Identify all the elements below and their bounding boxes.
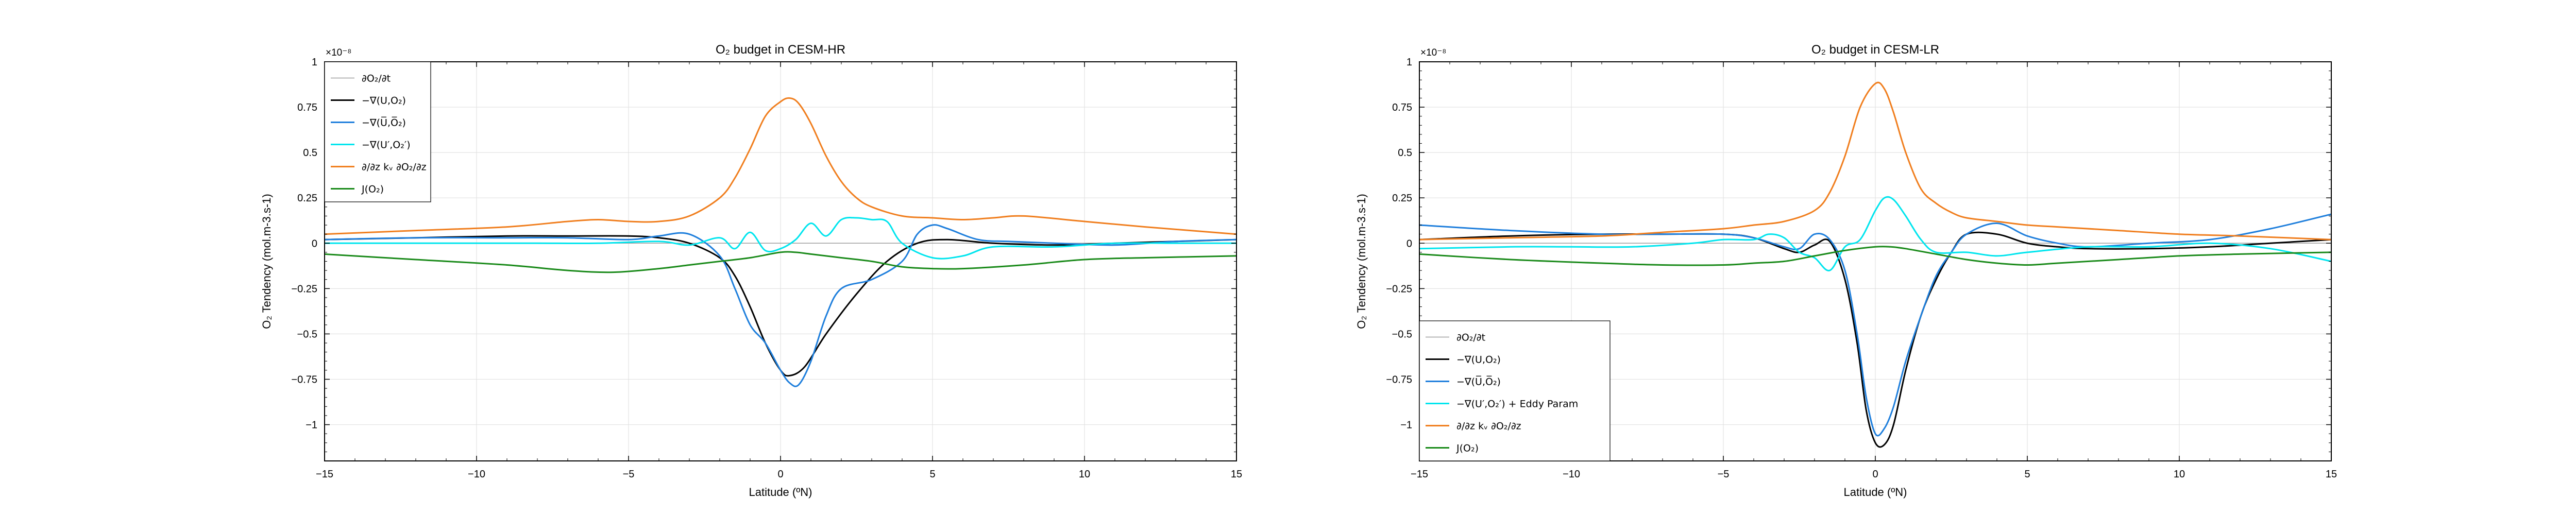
- y-tick-label: −0.75: [1386, 374, 1412, 385]
- series-line-J: [1419, 246, 2332, 266]
- y-tick-label: −1: [1400, 420, 1412, 431]
- legend-item-j-o2: J(O₂): [1426, 443, 1479, 454]
- y-tick-label: −0.5: [1392, 329, 1412, 340]
- legend-item-total-transport: −∇(U,O₂): [1426, 354, 1501, 366]
- x-tick-label: 10: [1079, 469, 1090, 480]
- legend-box: [1419, 320, 1611, 461]
- series-line-J: [324, 251, 1237, 273]
- y-tick-label: 0.25: [297, 193, 317, 204]
- legend: ∂O₂/∂t −∇(U,O₂) −∇(U̅,O̅₂) −∇(U′,O₂′) + …: [1419, 320, 1611, 461]
- legend-label: ∂/∂z kᵥ ∂O₂/∂z: [1456, 421, 1521, 432]
- y-axis-label: O₂ Tendency (mol.m-3.s-1): [1355, 194, 1368, 329]
- legend-label: J(O₂): [1456, 443, 1479, 454]
- legend-item-total-transport: −∇(U,O₂): [331, 95, 406, 107]
- legend-item-j-o2: J(O₂): [331, 184, 384, 195]
- x-tick-label: 5: [2024, 469, 2030, 480]
- series-lines: [324, 97, 1237, 387]
- y-axis-multiplier: ×10⁻⁸: [1420, 47, 1446, 58]
- y-tick-label: −0.25: [291, 283, 317, 295]
- x-tick-label: 15: [1231, 469, 1242, 480]
- series-line-eddy: [1419, 196, 2332, 271]
- series-line-diff: [1419, 81, 2332, 241]
- legend-item-vertical-diffusion: ∂/∂z kᵥ ∂O₂/∂z: [1426, 421, 1521, 432]
- grid: [324, 61, 1237, 461]
- legend-label: −∇(U̅,O̅₂): [362, 116, 406, 128]
- x-tick-label: −10: [1563, 469, 1580, 480]
- y-tick-label: 0.75: [297, 102, 317, 113]
- legend-label: ∂O₂/∂t: [1456, 332, 1485, 344]
- series-lines: [1419, 81, 2332, 448]
- series-line-eddy: [325, 217, 1236, 260]
- x-tick-label: −5: [623, 469, 635, 480]
- x-tick-label: 15: [2326, 469, 2337, 480]
- y-tick-label: 0: [312, 238, 317, 249]
- x-tick-label: 10: [2174, 469, 2185, 480]
- y-tick-label: 1: [1406, 57, 1412, 68]
- legend-item-mean-transport: −∇(U̅,O̅₂): [1426, 375, 1501, 388]
- x-tick-label: −10: [468, 469, 485, 480]
- x-tick-label: −15: [316, 469, 333, 480]
- x-tick-label: 5: [929, 469, 935, 480]
- x-tick-label: 0: [1872, 469, 1878, 480]
- legend-label: −∇(U,O₂): [362, 95, 406, 107]
- y-tick-label: −1: [306, 420, 317, 431]
- y-tick-label: 0.5: [1398, 147, 1412, 159]
- chart-title: O₂ budget in CESM-LR: [1811, 43, 1939, 57]
- legend-item-dodt: ∂O₂/∂t: [331, 73, 391, 84]
- y-tick-label: 1: [312, 57, 317, 68]
- legend-label: −∇(U̅,O̅₂): [1456, 375, 1501, 387]
- legend-item-vertical-diffusion: ∂/∂z kᵥ ∂O₂/∂z: [331, 162, 427, 173]
- y-axis-label: O₂ Tendency (mol.m-3.s-1): [260, 194, 273, 329]
- chart-title: O₂ budget in CESM-HR: [716, 43, 845, 57]
- y-tick-label: 0: [1406, 238, 1412, 249]
- legend-label: −∇(U,O₂): [1456, 354, 1501, 366]
- legend: ∂O₂/∂t −∇(U,O₂) −∇(U̅,O̅₂) −∇(U′,O₂′) ∂/…: [324, 61, 431, 202]
- legend-label: ∂/∂z kᵥ ∂O₂/∂z: [362, 162, 427, 173]
- y-tick-label: 0.75: [1392, 102, 1412, 113]
- legend-label: J(O₂): [361, 184, 384, 195]
- axis-ticks: −15 −10 −5 0 5 10 15 −1 −0.75 −0.5 −0.25 0 0.25 0.5 0.…: [1386, 57, 2337, 480]
- legend-label: −∇(U′,O₂′) + Eddy Param: [1456, 399, 1578, 410]
- legend-item-eddy-transport: −∇(U′,O₂′) + Eddy Param: [1426, 399, 1578, 410]
- chart-panel-hr: −15 −10 −5 0 5 10 15 −1 −0.75 −0.5 −0.25 0 0.25 0.5 0.…: [260, 43, 1242, 499]
- legend-label: ∂O₂/∂t: [362, 73, 391, 84]
- y-tick-label: −0.25: [1386, 283, 1412, 295]
- legend-item-dodt: ∂O₂/∂t: [1426, 332, 1485, 344]
- legend-item-mean-transport: −∇(U̅,O̅₂): [331, 116, 406, 129]
- y-tick-label: −0.5: [297, 329, 317, 340]
- series-line-diff: [324, 97, 1237, 235]
- y-tick-label: 0.25: [1392, 193, 1412, 204]
- y-axis-multiplier: ×10⁻⁸: [326, 47, 351, 58]
- series-line-total: [324, 235, 1237, 377]
- x-axis-label: Latitude (ºN): [1844, 486, 1907, 499]
- y-tick-label: −0.75: [291, 374, 317, 385]
- legend-box: [324, 61, 431, 202]
- x-tick-label: −15: [1411, 469, 1428, 480]
- x-axis-label: Latitude (ºN): [749, 486, 812, 499]
- x-tick-label: 0: [777, 469, 783, 480]
- series-line-mean: [324, 224, 1237, 387]
- y-tick-label: 0.5: [303, 147, 317, 159]
- x-tick-label: −5: [1718, 469, 1730, 480]
- chart-panel-lr: −15 −10 −5 0 5 10 15 −1 −0.75 −0.5 −0.25 0 0.25 0.5 0.…: [1355, 43, 2337, 499]
- legend-label: −∇(U′,O₂′): [362, 140, 411, 151]
- legend-item-eddy-transport: −∇(U′,O₂′): [331, 140, 411, 151]
